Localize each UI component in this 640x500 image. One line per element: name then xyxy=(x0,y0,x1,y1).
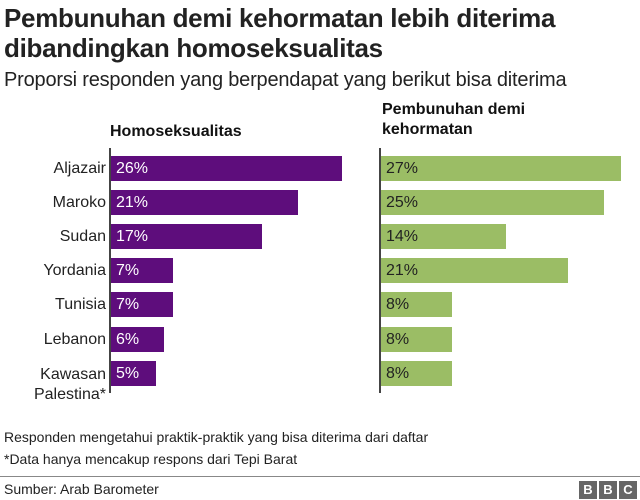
right-axis-line xyxy=(379,148,381,393)
category-label: Tunisia xyxy=(55,296,106,313)
footnote-respondents: Responden mengetahui praktik-praktik yan… xyxy=(4,429,429,445)
bar-value-label: 7% xyxy=(116,262,140,279)
category-label: Yordania xyxy=(43,262,106,279)
bbc-logo-block: B xyxy=(579,481,597,499)
category-label: Aljazair xyxy=(53,160,106,177)
bbc-logo-block: B xyxy=(599,481,617,499)
homosexuality-bar: 7% xyxy=(111,258,173,283)
homosexuality-bar: 6% xyxy=(111,327,164,352)
homosexuality-column-title: Homoseksualitas xyxy=(110,123,242,140)
bar-value-label: 5% xyxy=(116,365,140,382)
honour-killing-bar: 8% xyxy=(381,292,452,317)
bar-value-label: 26% xyxy=(116,160,149,177)
honour-killing-bar: 25% xyxy=(381,190,604,215)
honour-killing-bar: 21% xyxy=(381,258,568,283)
category-label: Kawasan Palestina* xyxy=(34,365,106,406)
bar-value-label: 25% xyxy=(386,194,419,211)
bar-value-label: 8% xyxy=(386,331,410,348)
left-axis-line xyxy=(109,148,111,393)
bar-value-label: 8% xyxy=(386,296,410,313)
source-label: Sumber: Arab Barometer xyxy=(4,481,159,497)
bar-value-label: 21% xyxy=(386,262,419,279)
category-label-line: Kawasan xyxy=(40,366,106,383)
honour-killing-bar: 8% xyxy=(381,361,452,386)
category-label: Sudan xyxy=(59,228,106,245)
bar-value-label: 27% xyxy=(386,160,419,177)
bbc-logo-block: C xyxy=(619,481,637,499)
homosexuality-bar: 7% xyxy=(111,292,173,317)
footer-divider xyxy=(0,476,640,477)
bar-value-label: 6% xyxy=(116,331,140,348)
homosexuality-bar: 21% xyxy=(111,190,298,215)
bar-value-label: 14% xyxy=(386,228,419,245)
bar-value-label: 8% xyxy=(386,365,410,382)
honour-killing-bar: 27% xyxy=(381,156,621,181)
category-label: Maroko xyxy=(52,194,106,211)
footnote-west-bank: *Data hanya mencakup respons dari Tepi B… xyxy=(4,451,298,467)
bbc-logo: B B C xyxy=(579,481,637,499)
bar-value-label: 7% xyxy=(116,296,140,313)
homosexuality-bar: 5% xyxy=(111,361,156,386)
bar-value-label: 17% xyxy=(116,228,149,245)
homosexuality-bar: 26% xyxy=(111,156,342,181)
chart-title: Pembunuhan demi kehormatan lebih diterim… xyxy=(4,3,556,63)
homosexuality-bar: 17% xyxy=(111,224,262,249)
category-label: Lebanon xyxy=(43,331,106,348)
chart-subtitle: Proporsi responden yang berpendapat yang… xyxy=(4,69,567,91)
honour-killing-column-title: Pembunuhan demi kehormatan xyxy=(382,101,526,138)
honour-killing-bar: 14% xyxy=(381,224,506,249)
category-label-line: Palestina* xyxy=(33,386,106,403)
honour-killing-bar: 8% xyxy=(381,327,452,352)
bar-value-label: 21% xyxy=(116,194,149,211)
